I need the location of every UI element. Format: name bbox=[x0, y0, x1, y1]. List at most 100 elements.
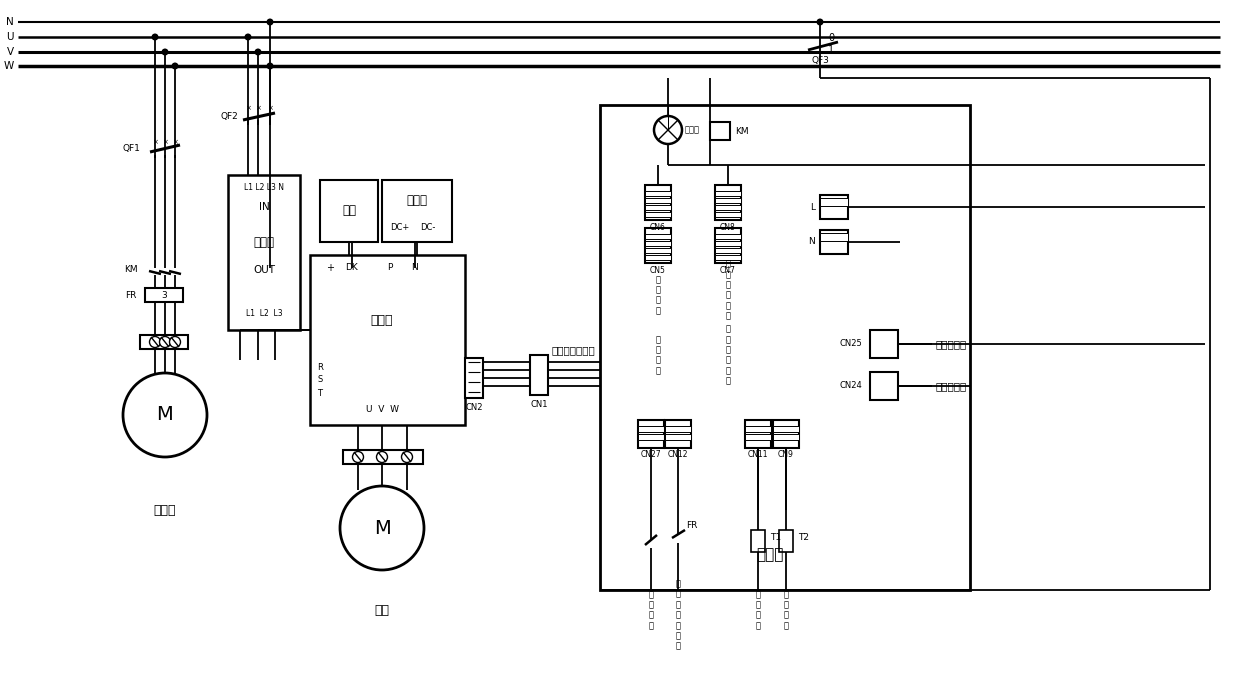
Text: +: + bbox=[326, 263, 335, 273]
Text: ×: × bbox=[245, 105, 252, 111]
Bar bbox=[646, 198, 672, 203]
Bar bbox=[751, 530, 764, 552]
Text: CN25: CN25 bbox=[839, 340, 862, 348]
Text: 电
加
热
安
全
过
载: 电 加 热 安 全 过 载 bbox=[675, 579, 680, 650]
Text: CN27: CN27 bbox=[641, 450, 662, 459]
Bar bbox=[715, 248, 741, 253]
Text: U  V  W: U V W bbox=[366, 406, 399, 415]
Bar bbox=[715, 255, 741, 260]
Text: CN11: CN11 bbox=[748, 450, 768, 459]
Bar bbox=[646, 255, 672, 260]
Bar bbox=[638, 426, 664, 432]
Text: QF2: QF2 bbox=[221, 111, 238, 121]
Text: CN5: CN5 bbox=[650, 266, 665, 275]
Text: CN9: CN9 bbox=[778, 450, 794, 459]
Text: M: M bbox=[156, 406, 173, 425]
Text: 高压传感器: 高压传感器 bbox=[935, 381, 968, 391]
Bar bbox=[715, 241, 741, 246]
Text: ×: × bbox=[152, 139, 157, 145]
Bar bbox=[320, 180, 378, 242]
Bar bbox=[715, 205, 741, 210]
Circle shape bbox=[170, 336, 181, 348]
Bar bbox=[228, 175, 300, 330]
Text: 3: 3 bbox=[161, 290, 167, 299]
Text: T1: T1 bbox=[769, 534, 781, 543]
Circle shape bbox=[123, 373, 207, 457]
Bar bbox=[820, 198, 847, 206]
Text: T: T bbox=[317, 388, 322, 398]
Circle shape bbox=[401, 452, 413, 462]
Circle shape bbox=[160, 336, 171, 348]
Text: CN6: CN6 bbox=[650, 223, 665, 232]
Bar bbox=[870, 372, 898, 400]
Text: V: V bbox=[7, 47, 14, 57]
Bar bbox=[715, 191, 741, 196]
Text: 1: 1 bbox=[828, 45, 834, 55]
Text: IN: IN bbox=[259, 202, 269, 212]
Bar bbox=[820, 230, 847, 254]
Text: QF3: QF3 bbox=[812, 55, 829, 65]
Bar bbox=[665, 426, 691, 432]
Text: 加热器: 加热器 bbox=[685, 125, 700, 135]
Text: 压机: 压机 bbox=[374, 603, 389, 617]
Text: CN1: CN1 bbox=[530, 400, 548, 409]
Text: 电抗: 电抗 bbox=[342, 204, 356, 218]
Bar bbox=[646, 205, 672, 210]
Text: FR: FR bbox=[125, 290, 138, 299]
Text: U: U bbox=[6, 32, 14, 42]
Text: R: R bbox=[317, 363, 323, 373]
Circle shape bbox=[266, 63, 274, 69]
Text: 电
机
运
行
状
态: 电 机 运 行 状 态 bbox=[726, 259, 731, 321]
Text: P: P bbox=[388, 264, 393, 272]
Bar bbox=[646, 185, 672, 220]
Text: S: S bbox=[317, 375, 322, 384]
Bar bbox=[465, 358, 483, 398]
Bar bbox=[382, 180, 452, 242]
Text: OUT: OUT bbox=[253, 265, 275, 275]
Text: ×: × bbox=[255, 105, 261, 111]
Text: 水
流
开
关: 水 流 开 关 bbox=[648, 590, 653, 630]
Bar bbox=[646, 234, 672, 239]
Bar bbox=[646, 212, 672, 217]
Text: N: N bbox=[808, 237, 815, 247]
Circle shape bbox=[817, 18, 824, 26]
Text: FR: FR bbox=[686, 520, 698, 530]
Bar bbox=[646, 248, 672, 253]
Text: L1  L2  L3: L1 L2 L3 bbox=[245, 309, 282, 319]
Text: W: W bbox=[4, 61, 14, 71]
Bar bbox=[820, 233, 847, 241]
Circle shape bbox=[339, 486, 424, 570]
Text: ×: × bbox=[172, 139, 178, 145]
Bar bbox=[870, 330, 898, 358]
Bar bbox=[638, 420, 664, 448]
Circle shape bbox=[353, 452, 363, 462]
Text: KM: KM bbox=[735, 127, 748, 135]
Text: 出
水
温
度: 出 水 温 度 bbox=[756, 590, 761, 630]
Bar bbox=[665, 420, 691, 448]
Text: L1 L2 L3 N: L1 L2 L3 N bbox=[244, 183, 284, 193]
Text: 滤波板: 滤波板 bbox=[254, 235, 275, 249]
Bar bbox=[773, 426, 799, 432]
Bar bbox=[715, 228, 741, 263]
Text: CN2: CN2 bbox=[466, 403, 483, 412]
Bar bbox=[145, 288, 183, 302]
Bar bbox=[140, 335, 188, 349]
Bar bbox=[646, 191, 672, 196]
Circle shape bbox=[254, 49, 261, 55]
Circle shape bbox=[161, 49, 169, 55]
Text: 驱动板: 驱动板 bbox=[370, 313, 393, 326]
Text: CN24: CN24 bbox=[839, 381, 862, 390]
Bar bbox=[820, 195, 847, 219]
Text: 控制器: 控制器 bbox=[756, 547, 784, 563]
Bar bbox=[715, 212, 741, 217]
Bar bbox=[638, 434, 664, 440]
Text: M: M bbox=[374, 518, 390, 537]
Text: 驱动模块通讯口: 驱动模块通讯口 bbox=[551, 345, 595, 355]
Circle shape bbox=[150, 336, 161, 348]
Text: DK: DK bbox=[346, 264, 358, 272]
Text: 加
热
管
理: 加 热 管 理 bbox=[655, 275, 660, 315]
Bar bbox=[715, 198, 741, 203]
Bar bbox=[745, 426, 771, 432]
Bar bbox=[773, 434, 799, 440]
Bar bbox=[343, 450, 422, 464]
